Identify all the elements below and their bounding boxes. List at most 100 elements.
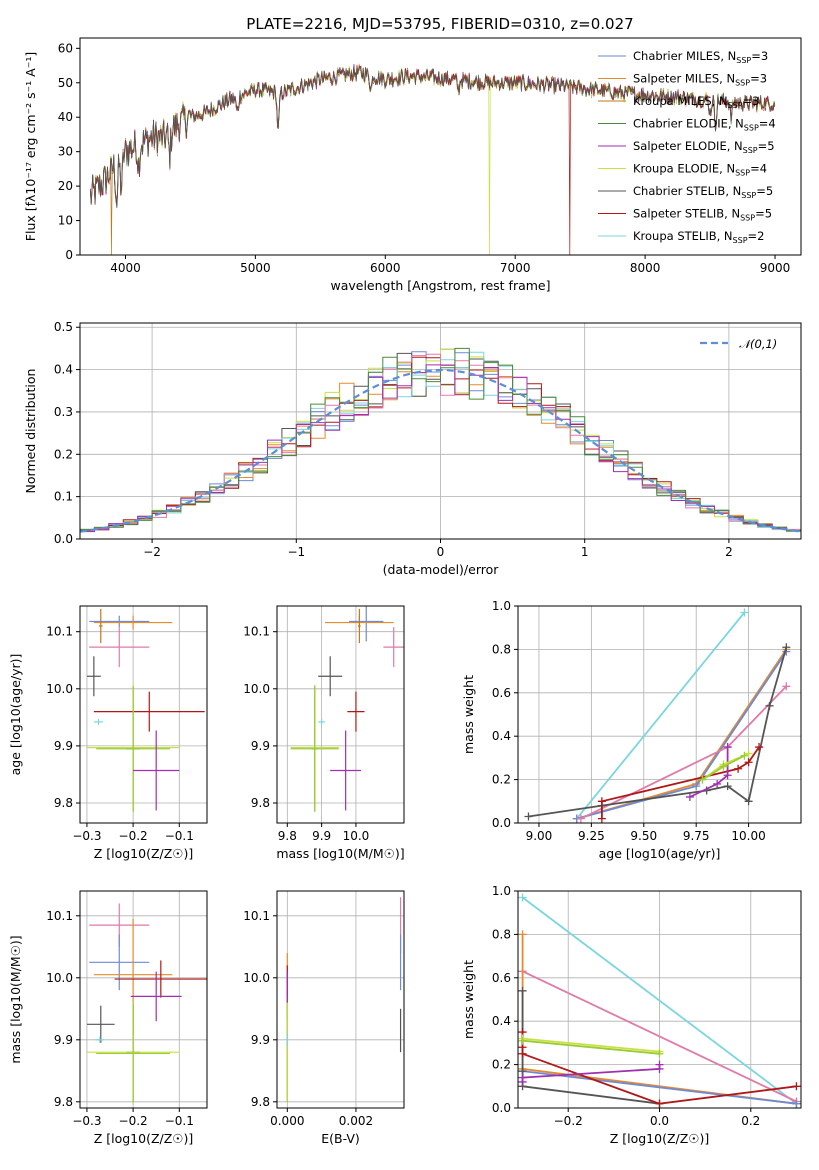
y-axis-label: Normed distribution bbox=[23, 369, 38, 494]
spectrum-frame bbox=[79, 37, 802, 256]
x-tick-label: 6000 bbox=[370, 261, 401, 275]
y-tick-label: 0.0 bbox=[492, 816, 511, 830]
y-tick-label: 0.0 bbox=[54, 532, 73, 546]
weight-series bbox=[572, 647, 791, 823]
gaussian-curve bbox=[80, 368, 801, 533]
weight-series bbox=[576, 682, 791, 823]
mass-Z-points bbox=[86, 903, 207, 1104]
x-tick-label: 0.0 bbox=[650, 1114, 669, 1128]
weight-line bbox=[522, 896, 797, 1105]
errorbar-point bbox=[93, 615, 173, 630]
legend-label: 𝒩(0,1) bbox=[739, 337, 777, 351]
weight-marker bbox=[723, 782, 732, 791]
age-mass-frame bbox=[276, 605, 405, 824]
x-axis-label: age [log10(age/yr)] bbox=[599, 846, 721, 861]
weight-marker bbox=[723, 771, 732, 780]
weight-line bbox=[528, 646, 788, 818]
legend-label: Salpeter ELODIE, NSSP=5 bbox=[633, 139, 775, 155]
age-mass-axes bbox=[273, 606, 404, 827]
errorbar-point bbox=[89, 615, 150, 628]
mass-Z-frame bbox=[79, 890, 208, 1109]
y-tick-label: 0.8 bbox=[492, 927, 511, 941]
weight-marker bbox=[524, 812, 533, 821]
x-tick-label: 4000 bbox=[110, 261, 141, 275]
errorbar-point bbox=[89, 934, 150, 991]
x-tick-label: 9.8 bbox=[278, 829, 297, 843]
y-tick-label: 0.6 bbox=[492, 686, 511, 700]
histogram-series bbox=[80, 364, 801, 534]
y-tick-label: 0.8 bbox=[492, 642, 511, 656]
weight-marker bbox=[792, 1099, 801, 1108]
x-axis-label: wavelength [Angstrom, rest frame] bbox=[330, 278, 550, 293]
errorbar-point bbox=[96, 1003, 171, 1104]
x-tick-label: 7000 bbox=[500, 261, 531, 275]
y-tick-label: 1.0 bbox=[492, 884, 511, 898]
weight-marker bbox=[518, 1036, 527, 1045]
weight-series bbox=[524, 643, 791, 821]
errorbar-point bbox=[133, 730, 180, 811]
errorbar-point bbox=[383, 627, 404, 668]
weight-series bbox=[685, 743, 732, 801]
y-tick-label: 10.1 bbox=[46, 625, 73, 639]
x-tick-label: −0.3 bbox=[72, 1114, 101, 1128]
x-tick-label: 5000 bbox=[240, 261, 271, 275]
weight-series bbox=[572, 608, 749, 823]
weight-series bbox=[518, 1036, 664, 1058]
weight-marker bbox=[518, 930, 527, 939]
errorbar-point bbox=[96, 685, 171, 812]
legend-label: Chabrier MILES, NSSP=3 bbox=[633, 49, 768, 65]
age-Z-points bbox=[86, 608, 205, 812]
legend-label: Kroupa ELODIE, NSSP=4 bbox=[633, 162, 767, 178]
x-tick-label: −0.3 bbox=[72, 829, 101, 843]
y-tick-label: 9.9 bbox=[251, 739, 270, 753]
errorbar-point bbox=[347, 691, 365, 732]
y-axis-label: mass [log10(M/M☉)] bbox=[8, 935, 23, 1063]
y-tick-label: 9.9 bbox=[54, 1033, 73, 1047]
histogram-series bbox=[80, 347, 801, 534]
x-tick-label: −0.1 bbox=[165, 1114, 194, 1128]
legend-label: Salpeter MILES, NSSP=3 bbox=[633, 72, 767, 88]
errorbar-point bbox=[89, 627, 150, 668]
spectrum-lines bbox=[89, 63, 776, 255]
x-axis-label: Z [log10(Z/Z☉)] bbox=[94, 1131, 194, 1146]
y-tick-label: 9.8 bbox=[54, 1095, 73, 1109]
weight-marker bbox=[685, 792, 694, 801]
y-tick-label: 10.0 bbox=[243, 971, 270, 985]
y-tick-label: 0.0 bbox=[492, 1101, 511, 1115]
y-tick-label: 0.1 bbox=[54, 490, 73, 504]
age-mass-points bbox=[290, 606, 404, 812]
x-tick-label: −1 bbox=[287, 545, 305, 559]
weight-marker bbox=[792, 1082, 801, 1091]
y-tick-label: 10.0 bbox=[46, 971, 73, 985]
x-tick-label: −0.2 bbox=[119, 829, 148, 843]
mass-ebv-points bbox=[286, 897, 402, 1102]
spectrum-series bbox=[90, 63, 776, 255]
weight-marker bbox=[655, 1099, 664, 1108]
weight-line bbox=[522, 1037, 660, 1053]
x-axis-label: E(B-V) bbox=[321, 1131, 360, 1146]
weight-marker bbox=[719, 762, 728, 771]
x-tick-label: 10.0 bbox=[343, 829, 370, 843]
errorbar-point bbox=[330, 730, 362, 811]
errorbar-point bbox=[130, 971, 182, 1022]
legend-label: Chabrier ELODIE, NSSP=4 bbox=[633, 117, 776, 133]
weight-marker bbox=[740, 751, 749, 760]
weight-line bbox=[522, 1039, 660, 1055]
y-tick-label: 0.5 bbox=[54, 320, 73, 334]
legend-label: Kroupa MILES, NSSP=3 bbox=[633, 94, 759, 110]
mass-ebv-frame bbox=[276, 890, 405, 1109]
y-tick-label: 9.9 bbox=[54, 739, 73, 753]
weight-marker bbox=[698, 775, 707, 784]
weight-marker bbox=[765, 701, 774, 710]
x-axis-label: (data-model)/error bbox=[383, 562, 500, 577]
y-tick-label: 9.9 bbox=[251, 1033, 270, 1047]
legend-label: Salpeter STELIB, NSSP=5 bbox=[633, 207, 772, 223]
errorbar-point bbox=[114, 960, 207, 998]
y-tick-label: 9.8 bbox=[251, 796, 270, 810]
x-tick-label: 9.25 bbox=[578, 829, 605, 843]
residuals-axes bbox=[76, 323, 801, 543]
weight-marker bbox=[576, 814, 585, 823]
y-tick-label: 0.2 bbox=[492, 1058, 511, 1072]
errorbar-point bbox=[318, 719, 326, 725]
y-tick-label: 0.2 bbox=[492, 773, 511, 787]
